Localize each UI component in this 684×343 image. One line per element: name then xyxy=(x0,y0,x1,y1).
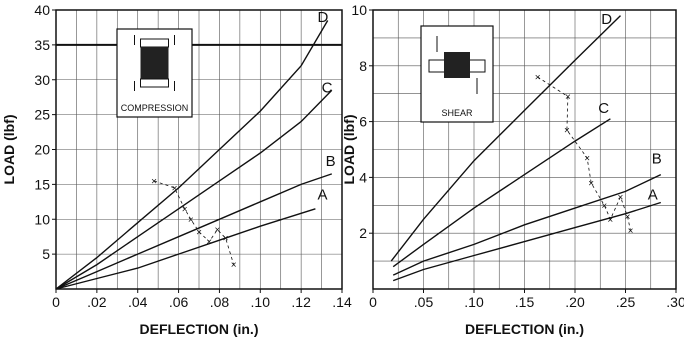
chart-compression: COMPRESSIONABCD×××××××××0.02.04.06.08.10… xyxy=(1,2,352,337)
y-tick-label: 5 xyxy=(42,246,50,262)
y-tick-label: 8 xyxy=(359,58,367,74)
y-tick-label: 10 xyxy=(34,211,50,227)
inset-label: SHEAR xyxy=(441,108,473,118)
y-tick-label: 4 xyxy=(359,169,367,185)
series-label-A: A xyxy=(648,187,658,204)
x-axis-label: DEFLECTION (in.) xyxy=(140,321,259,337)
data-marker: × xyxy=(564,125,570,136)
x-tick-label: .04 xyxy=(128,294,148,310)
series-line-C xyxy=(392,118,611,268)
series-line-B xyxy=(55,173,333,290)
series-line-A xyxy=(392,201,662,282)
x-tick-label: .10 xyxy=(251,294,271,310)
x-tick-label: 0 xyxy=(52,294,60,310)
data-marker: × xyxy=(182,204,188,215)
data-marker: × xyxy=(535,72,541,83)
y-tick-label: 30 xyxy=(34,72,50,88)
series-label-B: B xyxy=(326,153,336,170)
x-tick-label: .15 xyxy=(515,294,535,310)
data-marker: × xyxy=(628,226,634,237)
x-tick-label: .05 xyxy=(414,294,434,310)
data-marker: × xyxy=(172,183,178,194)
inset-block xyxy=(140,47,169,79)
data-marker: × xyxy=(618,192,624,203)
y-axis-label: LOAD (lbf) xyxy=(341,115,357,185)
series-label-D: D xyxy=(317,9,328,26)
inset-bottom-plate xyxy=(140,78,169,88)
data-marker: × xyxy=(206,237,212,248)
data-marker: × xyxy=(588,178,594,189)
inset-label: COMPRESSION xyxy=(121,103,189,113)
x-tick-label: .10 xyxy=(464,294,484,310)
y-tick-label: 35 xyxy=(34,37,50,53)
x-tick-label: .20 xyxy=(565,294,585,310)
y-axis-label: LOAD (lbf) xyxy=(1,115,17,185)
y-tick-label: 10 xyxy=(351,2,367,18)
inset-top-plate xyxy=(140,38,169,48)
x-tick-label: .12 xyxy=(291,294,311,310)
series-label-D: D xyxy=(601,11,612,28)
x-tick-label: .30 xyxy=(666,294,684,310)
x-axis-label: DEFLECTION (in.) xyxy=(465,321,584,337)
data-marker: × xyxy=(214,225,220,236)
series-line-B xyxy=(392,173,662,276)
series-line-D xyxy=(55,20,329,290)
y-tick-label: 25 xyxy=(34,107,50,123)
inset-block xyxy=(444,52,470,78)
data-marker: × xyxy=(188,215,194,226)
chart-shear: SHEARABCD××××××××××0.05.10.15.20.25.3024… xyxy=(341,2,684,337)
series-line-A xyxy=(55,208,316,290)
data-marker: × xyxy=(196,227,202,238)
marker-connector xyxy=(537,76,631,231)
series-line-D xyxy=(390,15,621,262)
x-tick-label: .14 xyxy=(332,294,352,310)
x-tick-label: .02 xyxy=(87,294,107,310)
series-label-B: B xyxy=(652,150,662,167)
y-tick-label: 20 xyxy=(34,142,50,158)
marker-connector xyxy=(153,180,235,265)
series-label-C: C xyxy=(598,100,609,117)
data-marker: × xyxy=(223,234,229,245)
x-tick-label: 0 xyxy=(369,294,377,310)
data-marker: × xyxy=(601,201,607,212)
data-marker: × xyxy=(625,212,631,223)
data-marker: × xyxy=(565,92,571,103)
x-tick-label: .25 xyxy=(616,294,636,310)
x-tick-label: .08 xyxy=(210,294,230,310)
y-tick-label: 6 xyxy=(359,114,367,130)
data-marker: × xyxy=(231,260,237,271)
data-marker: × xyxy=(607,215,613,226)
series-label-C: C xyxy=(322,79,333,96)
y-tick-label: 2 xyxy=(359,225,367,241)
y-tick-label: 15 xyxy=(34,176,50,192)
series-line-C xyxy=(55,89,333,290)
y-tick-label: 40 xyxy=(34,2,50,18)
x-tick-label: .06 xyxy=(169,294,189,310)
data-marker: × xyxy=(584,153,590,164)
series-label-A: A xyxy=(317,187,327,204)
data-marker: × xyxy=(151,176,157,187)
